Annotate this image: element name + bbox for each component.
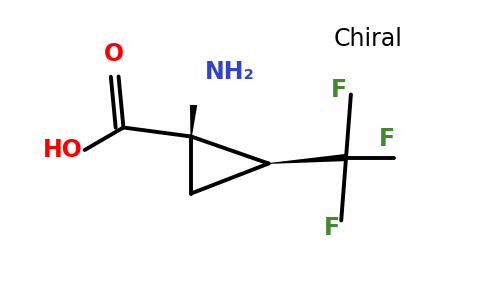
Polygon shape	[190, 105, 197, 136]
Polygon shape	[269, 154, 347, 164]
Text: Chiral: Chiral	[333, 27, 402, 51]
Text: NH₂: NH₂	[205, 60, 255, 84]
Text: F: F	[331, 78, 347, 102]
Text: O: O	[104, 42, 124, 66]
Text: HO: HO	[43, 138, 83, 162]
Text: F: F	[323, 216, 340, 240]
Text: F: F	[379, 128, 395, 152]
